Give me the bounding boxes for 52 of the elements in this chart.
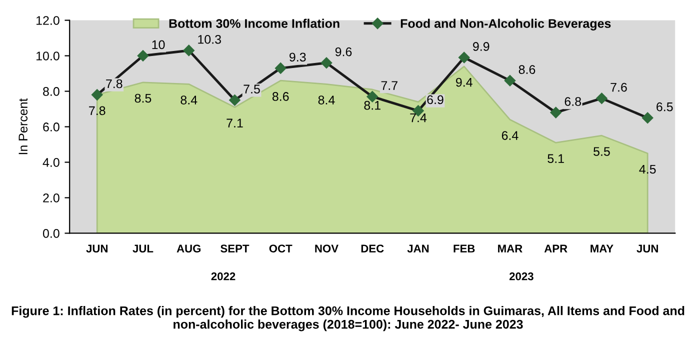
data-label: 8.6: [272, 92, 289, 101]
data-label: 9.6: [335, 47, 352, 56]
y-tick-label: 6.0: [43, 122, 60, 132]
data-label: 9.9: [473, 42, 490, 51]
data-label: 10: [152, 40, 165, 50]
data-label: 6.9: [427, 95, 444, 104]
data-label: 4.5: [639, 164, 656, 174]
data-label: 9.4: [456, 78, 472, 87]
data-label: 8.1: [364, 100, 380, 110]
data-label: 6.5: [656, 102, 673, 112]
x-tick-label: JUN: [86, 244, 108, 252]
legend-label: Food and Non-Alcoholic Beverages: [400, 18, 611, 30]
x-tick-label: OCT: [269, 244, 292, 252]
x-tick-label: NOV: [315, 244, 338, 252]
x-tick-label: FEB: [454, 244, 475, 252]
legend-label: Bottom 30% Income Inflation: [169, 18, 340, 28]
data-label: 7.7: [381, 81, 398, 90]
data-label: 5.1: [548, 154, 564, 164]
y-tick-label: 8.0: [43, 87, 60, 96]
data-label: 6.4: [502, 131, 518, 140]
y-tick-label: 12.0: [36, 16, 60, 25]
x-tick-label: DEC: [361, 244, 384, 252]
data-label: 8.4: [180, 96, 198, 104]
data-label: 7.5: [244, 84, 260, 94]
data-label: 8.4: [318, 96, 335, 104]
x-tick-label: JUL: [132, 244, 154, 252]
y-axis-title: In Percent: [18, 98, 28, 154]
y-tick-label: 4.0: [42, 158, 60, 167]
y-tick-label: 0.0: [42, 229, 60, 238]
x-tick-label: MAR: [498, 244, 522, 252]
text: 2022: [211, 272, 236, 280]
text: Figure 1: Inflation Rates (in percent) for the Bottom 30% Income Households in Guimaras, All Items and Food and non-alcoholic beverages (2018=100): June 2022- June 2023: [12, 306, 684, 332]
data-label: 5.5: [594, 147, 610, 156]
data-label: 7.8: [89, 106, 106, 116]
text: 2023: [509, 272, 534, 280]
x-tick-label: AUG: [176, 244, 201, 252]
data-label: 10.3: [198, 34, 221, 44]
data-label: 7.6: [610, 82, 627, 92]
x-tick-label: SEPT: [220, 244, 250, 252]
data-label: 8.5: [134, 94, 152, 103]
data-label: 7.1: [226, 118, 243, 128]
y-tick-label: 2.0: [43, 194, 60, 202]
data-label: 7.8: [106, 79, 122, 88]
x-tick-label: MAY: [590, 244, 614, 252]
x-tick-label: JAN: [407, 244, 429, 252]
x-tick-label: APR: [544, 244, 568, 252]
data-label: 9.3: [290, 52, 306, 62]
x-tick-label: JUN: [636, 244, 658, 252]
data-label: 6.8: [564, 97, 582, 106]
y-tick-label: 10.0: [36, 52, 60, 60]
data-label: 8.6: [518, 65, 536, 74]
data-label: 7.4: [410, 113, 427, 122]
